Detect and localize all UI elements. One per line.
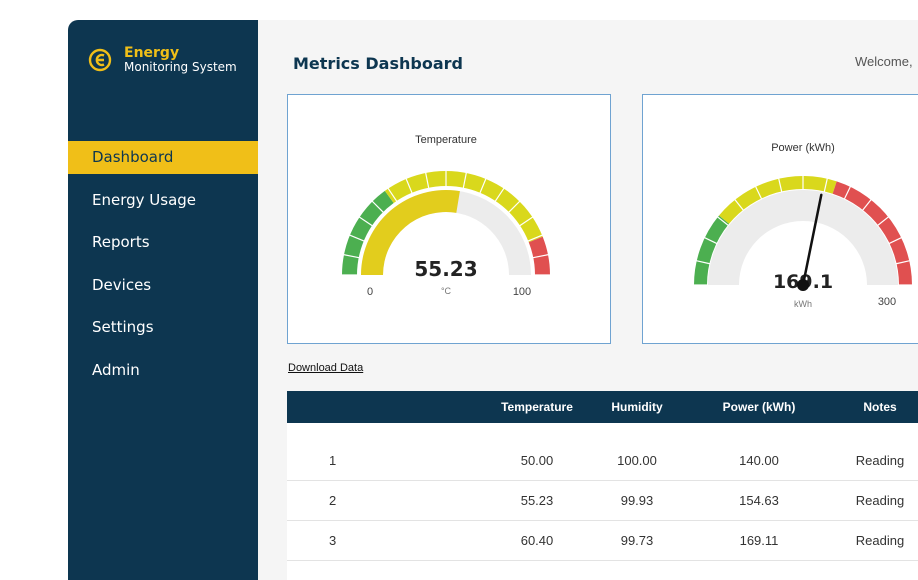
column-header-notes[interactable]: Notes — [863, 400, 897, 414]
cell-power: 140.00 — [739, 453, 779, 468]
table-row[interactable]: 2 55.23 99.93 154.63 Reading — [287, 481, 918, 521]
sidebar: Energy Monitoring System Dashboard Energ… — [68, 20, 258, 580]
column-header-temperature[interactable]: Temperature — [501, 400, 573, 414]
temperature-gauge-scale-tick — [371, 200, 385, 214]
temperature-gauge-value: 55.23 — [414, 257, 477, 281]
power-gauge-scale-tick — [716, 215, 730, 227]
cell-power: 169.11 — [739, 533, 779, 548]
temperature-gauge-scale-tick — [518, 216, 534, 227]
power-gauge-scale-tick — [733, 198, 745, 212]
sidebar-nav: Dashboard Energy Usage Reports Devices S… — [68, 141, 258, 396]
sidebar-item-settings[interactable]: Settings — [92, 318, 154, 336]
sidebar-item-devices[interactable]: Devices — [92, 275, 152, 294]
sidebar-item-admin[interactable]: Admin — [92, 360, 140, 379]
power-gauge-scale-tick — [888, 236, 903, 245]
temperature-gauge-scale-tick — [507, 200, 521, 214]
app-subtitle: Monitoring System — [124, 60, 237, 74]
power-gauge-scale-segment — [694, 215, 730, 285]
column-header-humidity[interactable]: Humidity — [611, 400, 663, 414]
sidebar-item-dashboard[interactable]: Dashboard — [68, 141, 258, 174]
power-gauge-track — [708, 190, 898, 285]
power-gauge-scale-tick — [754, 185, 763, 200]
power-gauge-scale-segment — [832, 181, 912, 285]
cell-humidity: 100.00 — [617, 453, 657, 468]
app-title: Energy — [124, 45, 180, 61]
power-gauge-max: 300 — [878, 296, 896, 308]
welcome-text: Welcome, — [855, 54, 913, 69]
power-gauge-scale-tick — [895, 259, 911, 265]
cell-humidity: 99.73 — [620, 533, 654, 548]
power-gauge-needle-hub — [797, 279, 809, 291]
temperature-gauge-scale-tick — [387, 187, 398, 203]
temperature-gauge-card: Temperature 55.23 °C 0 100 — [287, 94, 611, 344]
temperature-gauge-scale-tick — [527, 234, 544, 242]
temperature-gauge-scale-tick — [462, 171, 468, 189]
page-title: Metrics Dashboard — [293, 54, 463, 73]
power-gauge-scale-tick — [876, 215, 890, 227]
cell-power: 154.63 — [739, 493, 779, 508]
temperature-gauge-title: Temperature — [415, 134, 477, 146]
cell-notes: Reading — [855, 533, 905, 548]
temperature-gauge-scale-tick — [479, 177, 487, 194]
power-gauge-card: Power (kWh) 169.1 kWh 300 — [642, 94, 918, 344]
temperature-gauge-scale — [341, 170, 551, 276]
column-header-power[interactable]: Power (kWh) — [722, 400, 796, 414]
temperature-gauge-scale-segment — [342, 190, 394, 275]
power-gauge-scale-segment — [719, 176, 837, 224]
table-row[interactable]: 1 50.00 100.00 140.00 Reading — [287, 441, 918, 481]
row-index: 1 — [329, 453, 337, 468]
power-gauge-unit: kWh — [794, 299, 812, 309]
energy-logo-icon — [88, 48, 112, 72]
temperature-gauge-max: 100 — [513, 286, 531, 298]
cell-temperature: 55.23 — [520, 493, 554, 508]
readings-table: Temperature Humidity Power (kWh) Notes 1… — [287, 391, 918, 580]
sidebar-item-reports[interactable]: Reports — [92, 233, 150, 251]
download-data-link[interactable]: Download Data — [288, 362, 364, 374]
temperature-gauge-min: 0 — [367, 286, 373, 298]
temperature-gauge-scale-tick — [348, 234, 365, 242]
table-header: Temperature Humidity Power (kWh) Notes — [287, 391, 918, 423]
row-index: 2 — [329, 493, 337, 508]
logo: Energy Monitoring System — [88, 46, 237, 74]
power-gauge-scale-tick — [843, 185, 852, 200]
temperature-gauge-fill — [361, 189, 460, 275]
temperature-gauge-unit: °C — [441, 286, 452, 296]
power-gauge-scale — [693, 175, 913, 286]
cell-notes: Reading — [855, 493, 905, 508]
temperature-gauge-scale-tick — [342, 253, 360, 259]
temperature-gauge-scale-tick — [358, 216, 374, 227]
row-index: 3 — [329, 533, 337, 548]
cell-humidity: 99.93 — [620, 493, 654, 508]
power-gauge-title: Power (kWh) — [771, 142, 835, 154]
temperature-gauge-scale-tick — [424, 171, 430, 189]
table-row[interactable]: 3 60.40 99.73 169.11 Reading — [287, 521, 918, 561]
power-gauge-needle — [801, 193, 823, 287]
sidebar-item-energy-usage[interactable]: Energy Usage — [92, 190, 197, 209]
power-gauge-scale-tick — [703, 236, 718, 245]
power-gauge-scale-tick — [823, 177, 829, 193]
power-gauge-scale-tick — [861, 198, 873, 212]
temperature-gauge-scale-tick — [494, 187, 505, 203]
app-window: Energy Monitoring System Dashboard Energ… — [68, 20, 918, 580]
cell-temperature: 50.00 — [520, 453, 554, 468]
temperature-gauge: Temperature 55.23 °C 0 100 — [341, 134, 551, 298]
power-gauge: Power (kWh) 169.1 kWh 300 — [693, 142, 913, 309]
cell-temperature: 60.40 — [520, 533, 554, 548]
main-content: Metrics Dashboard Welcome, Temperature 5… — [258, 20, 918, 580]
cell-notes: Reading — [855, 453, 905, 468]
temperature-gauge-scale-tick — [405, 177, 413, 194]
temperature-gauge-scale-tick — [532, 253, 550, 259]
power-gauge-scale-tick — [777, 177, 783, 193]
power-gauge-scale-tick — [695, 259, 711, 265]
